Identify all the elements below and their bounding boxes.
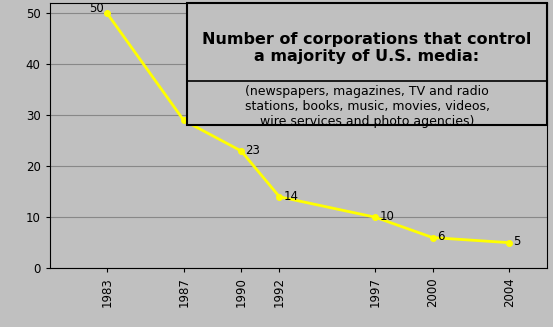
Text: 50: 50 — [89, 2, 104, 15]
FancyBboxPatch shape — [187, 3, 547, 125]
Text: 23: 23 — [246, 144, 260, 157]
Text: 29: 29 — [188, 113, 203, 126]
Text: (newspapers, magazines, TV and radio
stations, books, music, movies, videos,
wir: (newspapers, magazines, TV and radio sta… — [244, 85, 489, 128]
Text: 14: 14 — [284, 190, 299, 203]
Text: 5: 5 — [513, 235, 521, 249]
Text: Number of corporations that control
a majority of U.S. media:: Number of corporations that control a ma… — [202, 32, 532, 64]
Text: 6: 6 — [437, 230, 444, 243]
Text: 10: 10 — [379, 210, 394, 223]
